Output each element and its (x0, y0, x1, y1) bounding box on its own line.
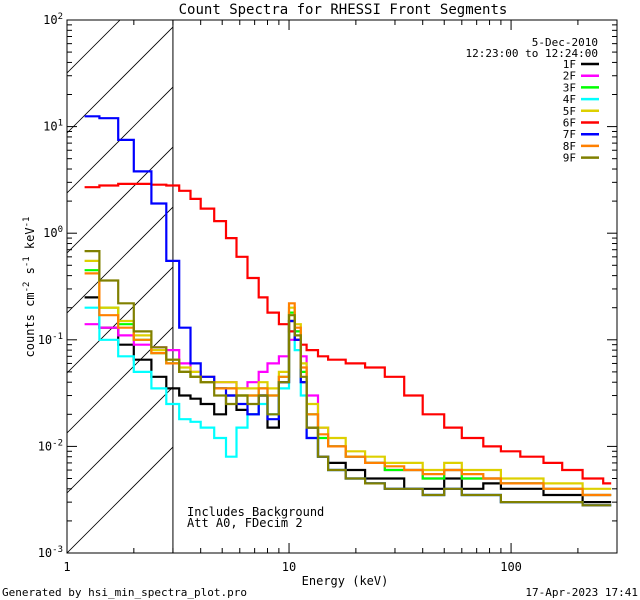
y-tick-label: 102 (43, 12, 63, 27)
y-tick-label: 10-2 (38, 438, 63, 453)
footer-generated-by: Generated by hsi_min_spectra_plot.pro (2, 586, 247, 599)
x-axis: 1 10 100 (63, 20, 618, 574)
hatch-line (67, 26, 173, 134)
legend-label-5F: 5F (563, 105, 576, 118)
legend-label-7F: 7F (563, 128, 576, 141)
hatch-line (67, 206, 173, 314)
series-9F (84, 250, 612, 507)
series-3F (84, 269, 612, 497)
hatch-line (67, 326, 173, 434)
y-tick-label: 10-1 (38, 332, 63, 347)
legend-label-9F: 9F (563, 152, 576, 165)
series-4F (84, 306, 612, 507)
legend-time-range: 12:23:00 to 12:24:00 (466, 47, 598, 60)
x-axis-label: Energy (keV) (302, 574, 389, 588)
legend-label-3F: 3F (563, 81, 576, 94)
x-tick-label: 10 (282, 560, 296, 574)
hatch-line (67, 20, 121, 74)
legend-label-1F: 1F (563, 58, 576, 71)
series-layer (84, 115, 612, 507)
hatch-line (67, 86, 173, 194)
x-tick-label: 100 (500, 560, 522, 574)
x-tick-label: 1 (63, 560, 70, 574)
hatch-line (67, 266, 173, 374)
series-1F (84, 296, 612, 504)
y-tick-label: 101 (43, 119, 63, 134)
hatched-region (67, 0, 197, 553)
y-axis-label: counts cm-2 s-1 keV-1 (22, 217, 37, 358)
hatch-line (67, 446, 173, 553)
legend-label-6F: 6F (563, 117, 576, 130)
chart-title: Count Spectra for RHESSI Front Segments (179, 2, 508, 18)
hatch-line (67, 0, 197, 13)
legend-date: 5-Dec-2010 (532, 36, 598, 49)
legend-label-2F: 2F (563, 70, 576, 83)
series-6F (84, 182, 612, 485)
legend-label-4F: 4F (563, 93, 576, 106)
series-7F (84, 115, 612, 507)
y-tick-label: 10-3 (38, 545, 63, 560)
y-tick-label: 100 (43, 225, 63, 240)
plot-frame (66, 19, 618, 554)
footer-timestamp: 17-Apr-2023 17:41 (525, 586, 638, 599)
legend-label-8F: 8F (563, 140, 576, 153)
annotation-attenuator: Att A0, FDecim 2 (187, 516, 303, 530)
series-5F (84, 259, 612, 490)
hatch-line (67, 386, 173, 494)
svg-text:counts cm-2 s-1 keV-1: counts cm-2 s-1 keV-1 (22, 217, 37, 358)
annotation-background: Includes Background (187, 505, 324, 519)
y-axis: 10-3 10-2 10-1 100 101 102 (38, 12, 617, 560)
hatch-line (67, 146, 173, 254)
series-8F (84, 272, 612, 497)
